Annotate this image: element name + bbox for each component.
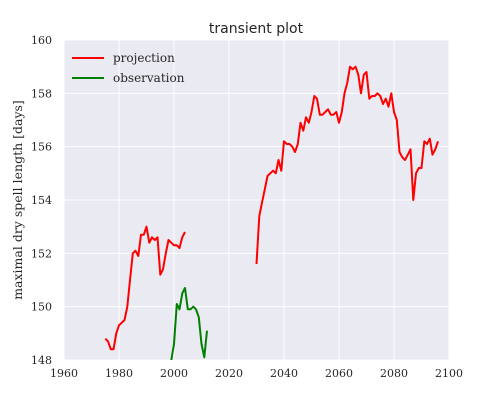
x-axis-ticks: 1960 1980 2000 2020 2040 2060 2080 2100 [50, 367, 463, 380]
x-tick-label: 2000 [160, 367, 188, 380]
series-line-observation [170, 287, 208, 361]
y-tick-label: 158 [31, 87, 52, 100]
y-tick-label: 150 [31, 301, 52, 314]
y-tick-label: 154 [31, 194, 52, 207]
legend-label-projection: projection [113, 51, 175, 65]
y-tick-label: 156 [31, 141, 52, 154]
series-line-projection [104, 225, 186, 351]
series-line-projection [255, 65, 439, 265]
y-tick-label: 152 [31, 247, 52, 260]
y-axis-ticks: 148 150 152 154 156 158 160 [31, 34, 52, 367]
y-tick-label: 160 [31, 34, 52, 47]
x-tick-label: 2040 [270, 367, 298, 380]
legend-label-observation: observation [113, 71, 185, 85]
legend: projection observation [72, 51, 185, 85]
x-tick-label: 2060 [325, 367, 353, 380]
chart-title: transient plot [209, 21, 304, 37]
y-tick-label: 148 [31, 354, 52, 367]
x-tick-label: 1980 [105, 367, 133, 380]
x-tick-label: 2100 [435, 367, 463, 380]
x-tick-label: 2020 [215, 367, 243, 380]
series-layer [104, 65, 439, 361]
x-tick-label: 2080 [380, 367, 408, 380]
x-tick-label: 1960 [50, 367, 78, 380]
y-axis-label: maximal dry spell length [days] [10, 100, 25, 300]
